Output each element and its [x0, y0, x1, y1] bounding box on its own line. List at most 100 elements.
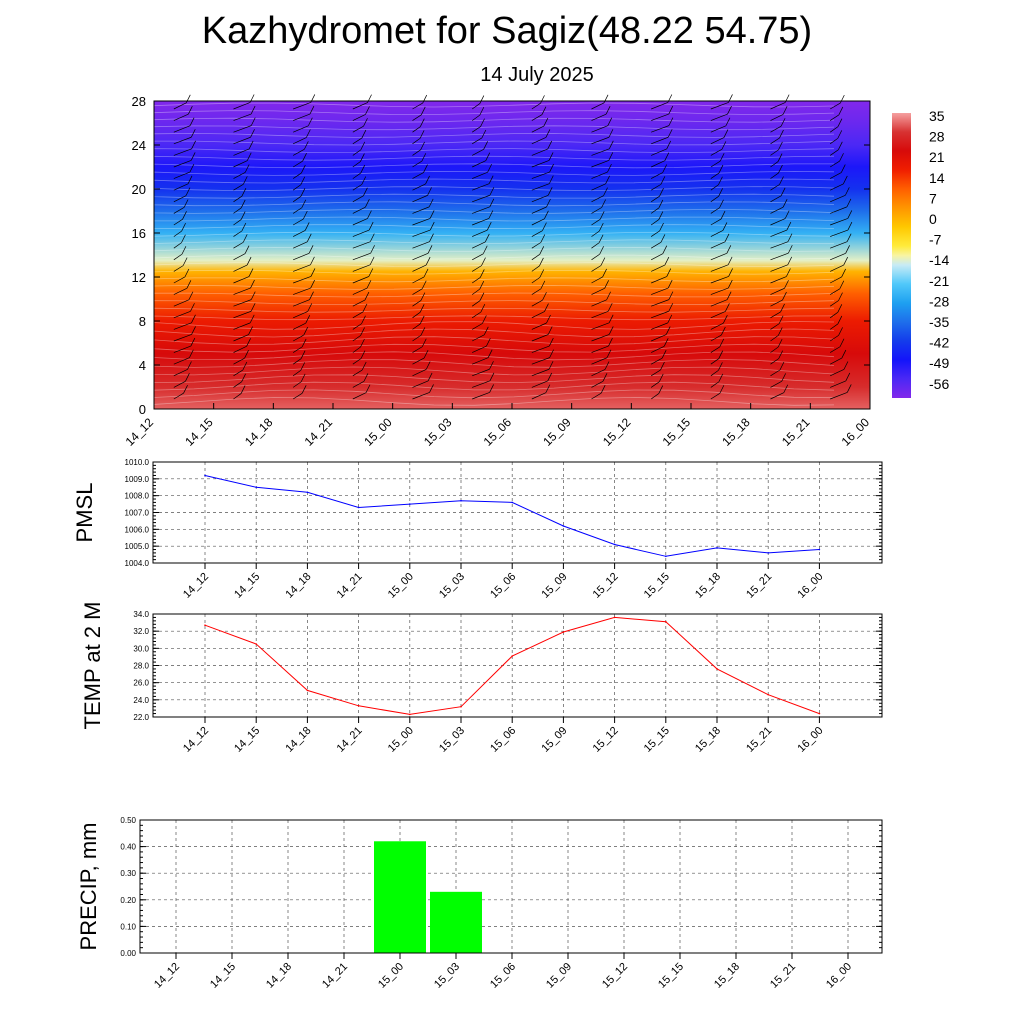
wind-barb-flag — [608, 337, 613, 347]
wind-barb-flag — [607, 117, 613, 126]
wind-barb — [471, 103, 481, 110]
wind-barb — [710, 322, 724, 330]
wind-barb — [412, 160, 422, 168]
wind-barb — [829, 102, 841, 110]
wind-barb — [531, 103, 541, 110]
contour-line — [153, 321, 835, 330]
wind-barb — [233, 287, 251, 295]
wind-barb — [292, 358, 302, 365]
wind-barb-flag — [250, 129, 255, 138]
wind-barb-flag — [486, 222, 492, 231]
wind-barb — [591, 334, 610, 342]
wind-barb — [233, 276, 250, 284]
wind-barb-flag — [727, 256, 733, 266]
wind-barb — [710, 113, 728, 121]
colorbar-label: -21 — [929, 273, 949, 289]
y-tick-label: 28 — [132, 94, 146, 109]
wind-barb-flag — [784, 280, 789, 289]
wind-barb-flag — [419, 304, 425, 313]
wind-barb-flag — [244, 245, 250, 254]
wind-barb — [710, 230, 724, 237]
wind-barb — [292, 207, 302, 214]
wind-barb-flag — [304, 222, 310, 231]
wind-barb-flag — [846, 198, 852, 208]
wind-barb — [770, 172, 779, 179]
wind-barb — [292, 346, 303, 353]
wind-barb — [591, 183, 606, 191]
wind-barb — [233, 172, 246, 179]
chart-title: Kazhydromet for Sagiz(48.22 54.75) — [201, 10, 813, 52]
wind-barb-flag — [660, 176, 666, 185]
wind-barb-flag — [605, 175, 610, 184]
x-tick-label: 14_12 — [181, 571, 211, 601]
x-tick-label: 14_18 — [264, 961, 294, 991]
wind-barb-flag — [602, 268, 607, 278]
x-tick-label: 15_21 — [744, 571, 774, 601]
wind-barb — [233, 125, 252, 133]
wind-barb — [651, 113, 669, 121]
wind-barb — [173, 357, 190, 365]
wind-barb — [770, 195, 782, 203]
wind-barb-flag — [423, 268, 429, 278]
x-tick-label: 15_18 — [693, 725, 723, 755]
wind-barb-flag — [719, 153, 725, 162]
x-tick-label: 14_15 — [232, 571, 262, 601]
wind-barb — [830, 253, 846, 261]
colorbar-label: 28 — [929, 129, 945, 145]
wind-barb-flag — [364, 291, 370, 301]
wind-barb — [292, 334, 304, 342]
wind-barb-flag — [300, 350, 306, 359]
wind-barb — [412, 195, 428, 203]
y-tick-label: 22.0 — [133, 713, 149, 722]
wind-barb-flag — [843, 256, 849, 266]
wind-barb — [472, 218, 489, 226]
wind-barb-flag — [542, 222, 547, 231]
wind-barb-flag — [240, 211, 246, 220]
wind-barb — [531, 253, 540, 261]
wind-barb-flag — [542, 292, 547, 301]
x-tick-label: 15_15 — [656, 961, 686, 991]
wind-barb — [531, 230, 543, 237]
wind-barb — [531, 288, 542, 295]
wind-barb — [412, 172, 424, 179]
wind-barb-flag — [837, 304, 843, 313]
wind-barb-flag — [190, 303, 195, 312]
contour-line — [153, 140, 835, 146]
wind-barb-flag — [250, 105, 256, 115]
wind-barb — [591, 207, 602, 214]
wind-barb — [650, 357, 663, 365]
data-point — [306, 491, 309, 494]
wind-barb — [352, 311, 364, 319]
wind-barb — [591, 195, 604, 203]
wind-barb-flag — [668, 105, 674, 115]
wind-barb — [650, 184, 662, 191]
wind-barb — [173, 392, 184, 400]
wind-barb — [770, 218, 786, 226]
wind-barb-flag — [191, 326, 196, 335]
wind-barb-flag — [485, 152, 491, 161]
wind-barb — [829, 323, 839, 330]
contour-line — [153, 315, 835, 321]
wind-barb — [710, 381, 720, 388]
wind-barb-flag — [777, 327, 783, 336]
wind-barb-flag — [189, 117, 195, 126]
wind-barb-flag — [306, 129, 311, 138]
wind-barb-flag — [838, 292, 843, 301]
wind-barb-flag — [480, 303, 486, 313]
x-tick-label: 14_15 — [208, 961, 238, 991]
wind-barb-flag — [181, 234, 186, 243]
wind-barb — [352, 335, 361, 342]
wind-barb — [591, 160, 609, 168]
wind-barb-flag — [182, 257, 188, 266]
wind-barb-flag — [604, 280, 609, 289]
y-tick-label: 26.0 — [133, 679, 149, 688]
wind-barb-flag — [786, 221, 792, 231]
wind-barb — [352, 369, 363, 377]
wind-barb — [710, 137, 725, 145]
wind-barb — [830, 369, 845, 377]
wind-barb — [173, 345, 191, 353]
wind-barb — [173, 148, 192, 156]
wind-barb — [829, 300, 839, 307]
wind-barb-flag — [668, 303, 674, 312]
wind-barb — [472, 229, 488, 237]
